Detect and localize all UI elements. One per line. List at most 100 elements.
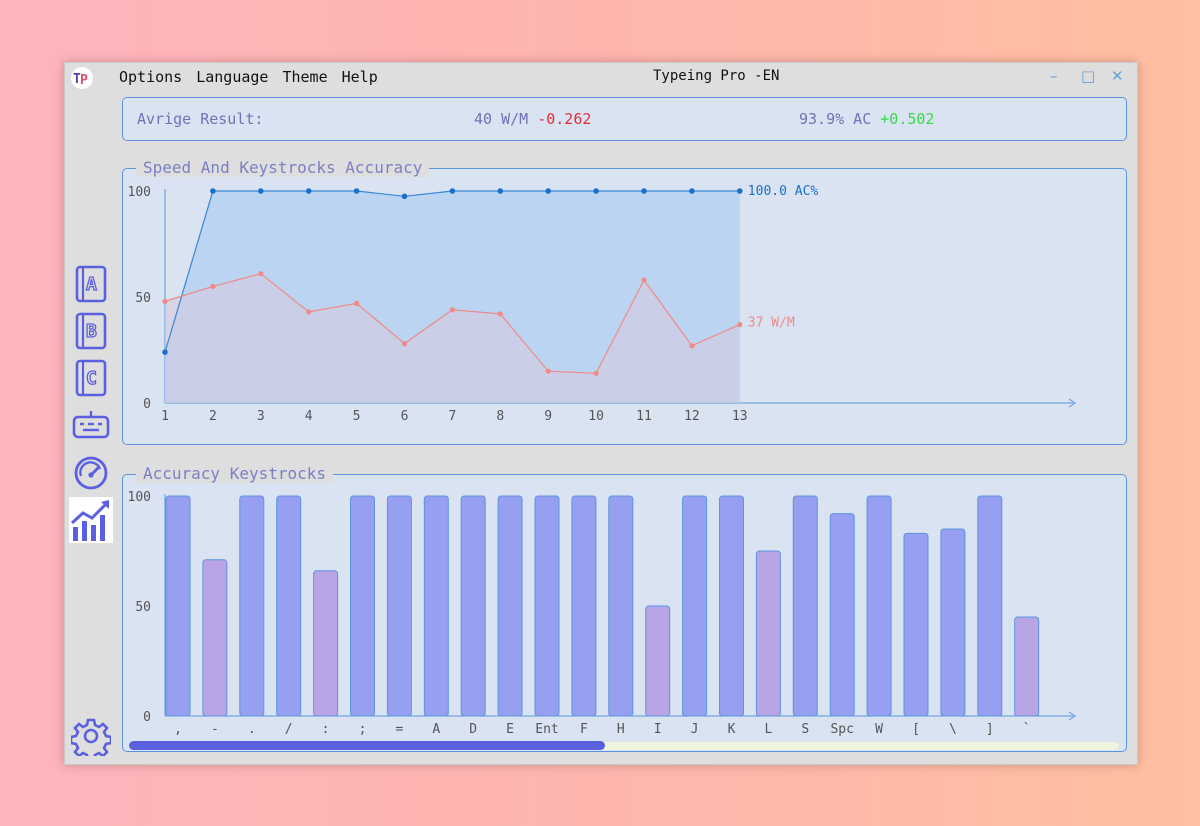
menu-options[interactable]: Options <box>119 68 183 86</box>
sidebar-item-lesson-c[interactable]: C <box>71 358 111 398</box>
menu-language[interactable]: Language <box>196 68 269 86</box>
x-tick-label: : <box>322 722 330 737</box>
x-tick-label: ] <box>986 722 994 737</box>
x-tick-label: \ <box>949 722 957 737</box>
svg-text:C: C <box>86 368 97 389</box>
x-tick-label: . <box>248 722 256 737</box>
accuracy-value: 93.9% AC +0.502 <box>799 110 935 128</box>
x-tick-label: , <box>174 722 182 737</box>
accuracy-point <box>689 188 695 194</box>
y-tick-label: 100 <box>128 185 151 200</box>
keyboard-icon <box>72 411 110 439</box>
y-tick-label: 100 <box>128 490 151 505</box>
sidebar-item-statistics[interactable] <box>69 497 113 543</box>
svg-text:P: P <box>80 73 88 88</box>
bar-8 <box>460 495 486 717</box>
x-tick-label: 9 <box>544 409 552 424</box>
x-tick-label: Ent <box>535 722 558 737</box>
x-tick-label: E <box>506 722 514 737</box>
x-tick-label: L <box>764 722 772 737</box>
close-button[interactable]: ✕ <box>1111 67 1124 85</box>
svg-text:A: A <box>86 274 97 295</box>
x-tick-label: A <box>432 722 440 737</box>
x-tick-label: 1 <box>161 409 169 424</box>
x-tick-label: 10 <box>588 409 604 424</box>
average-result-panel: Avrige Result: 40 W/M -0.262 93.9% AC +0… <box>122 97 1127 141</box>
bar-14 <box>682 495 708 717</box>
menu-theme[interactable]: Theme <box>282 68 328 86</box>
title-bar: T P Options Language Theme Help Typeing … <box>65 63 1137 91</box>
accuracy-keystrokes-chart: 0 50 100, -. /:; = A D E Ent F H I J K L S Spc W [\] ` <box>128 490 1076 737</box>
accuracy-point <box>449 188 456 194</box>
x-tick-label: 8 <box>496 409 504 424</box>
chart-scrollbar-thumb[interactable] <box>129 741 605 750</box>
speed-point <box>641 277 647 283</box>
bar-10 <box>534 495 560 717</box>
bar-19 <box>866 495 892 717</box>
x-tick-label: K <box>728 722 736 737</box>
speed-accuracy-title: Speed And Keystrocks Accuracy <box>136 158 430 177</box>
maximize-button[interactable]: □ <box>1081 67 1096 85</box>
bar-12 <box>608 495 634 717</box>
bar-16 <box>755 550 781 717</box>
speed-value: 40 W/M -0.262 <box>474 110 592 128</box>
settings-button[interactable] <box>69 716 113 762</box>
speed-area <box>165 273 740 403</box>
bar-23 <box>1014 616 1040 717</box>
x-tick-label: W <box>875 722 883 737</box>
x-tick-label: I <box>654 722 662 737</box>
bar-1 <box>202 559 228 717</box>
speed-accuracy-panel: Speed And Keystrocks Accuracy 0 50 100 1 2 3 4… <box>122 158 1127 445</box>
sidebar-item-lesson-b[interactable]: B <box>71 311 111 351</box>
bar-9 <box>497 495 523 717</box>
bar-6 <box>386 495 412 717</box>
x-tick-label: F <box>580 722 588 737</box>
speed-point <box>497 311 503 317</box>
accuracy-point <box>210 188 216 194</box>
x-tick-label: S <box>801 722 809 737</box>
sidebar-item-lesson-a[interactable]: A <box>71 264 111 304</box>
bar-22 <box>977 495 1003 717</box>
speed-point <box>210 283 216 289</box>
speed-point <box>354 300 360 306</box>
menu-help[interactable]: Help <box>341 68 378 86</box>
speed-point <box>545 368 551 374</box>
accuracy-point <box>737 188 743 194</box>
sidebar-item-keyboard[interactable] <box>71 405 111 445</box>
x-tick-label: = <box>395 722 403 737</box>
accuracy-point <box>353 188 360 194</box>
sidebar-item-speedometer[interactable] <box>71 452 111 492</box>
speed-point <box>593 370 599 376</box>
book-a-icon: A <box>75 265 107 303</box>
accuracy-point <box>545 188 551 194</box>
bar-7 <box>423 495 449 717</box>
speed-point <box>306 309 312 315</box>
speedometer-icon <box>74 456 108 490</box>
accuracy-keystrokes-title: Accuracy Keystrocks <box>136 464 334 483</box>
y-tick-label: 50 <box>135 291 151 306</box>
x-tick-label: 11 <box>636 409 652 424</box>
x-tick-label: 13 <box>732 409 748 424</box>
bar-4 <box>313 570 339 717</box>
bar-15 <box>719 495 744 717</box>
bar-13 <box>645 605 671 717</box>
svg-text:B: B <box>86 321 97 342</box>
app-window: T P Options Language Theme Help Typeing … <box>64 62 1138 765</box>
bar-17 <box>792 495 818 717</box>
x-tick-label: 2 <box>209 409 217 424</box>
minimize-button[interactable]: – <box>1050 67 1058 85</box>
accuracy-keystrokes-panel: Accuracy Keystrocks 0 50 100, -. /:; = A D E Ent F… <box>122 464 1127 752</box>
speed-point <box>401 341 408 347</box>
book-b-icon: B <box>75 312 107 350</box>
accuracy-point <box>641 188 647 194</box>
svg-text:T: T <box>73 72 81 87</box>
x-tick-label: 12 <box>684 409 700 424</box>
chart-scrollbar-track[interactable] <box>129 742 1119 750</box>
y-tick-label: 0 <box>143 397 151 412</box>
x-axis-arrow <box>1068 398 1076 408</box>
x-tick-label: 3 <box>257 409 265 424</box>
menu-bar: Options Language Theme Help <box>119 68 378 86</box>
bar-20 <box>903 532 929 717</box>
speed-point <box>449 307 455 313</box>
